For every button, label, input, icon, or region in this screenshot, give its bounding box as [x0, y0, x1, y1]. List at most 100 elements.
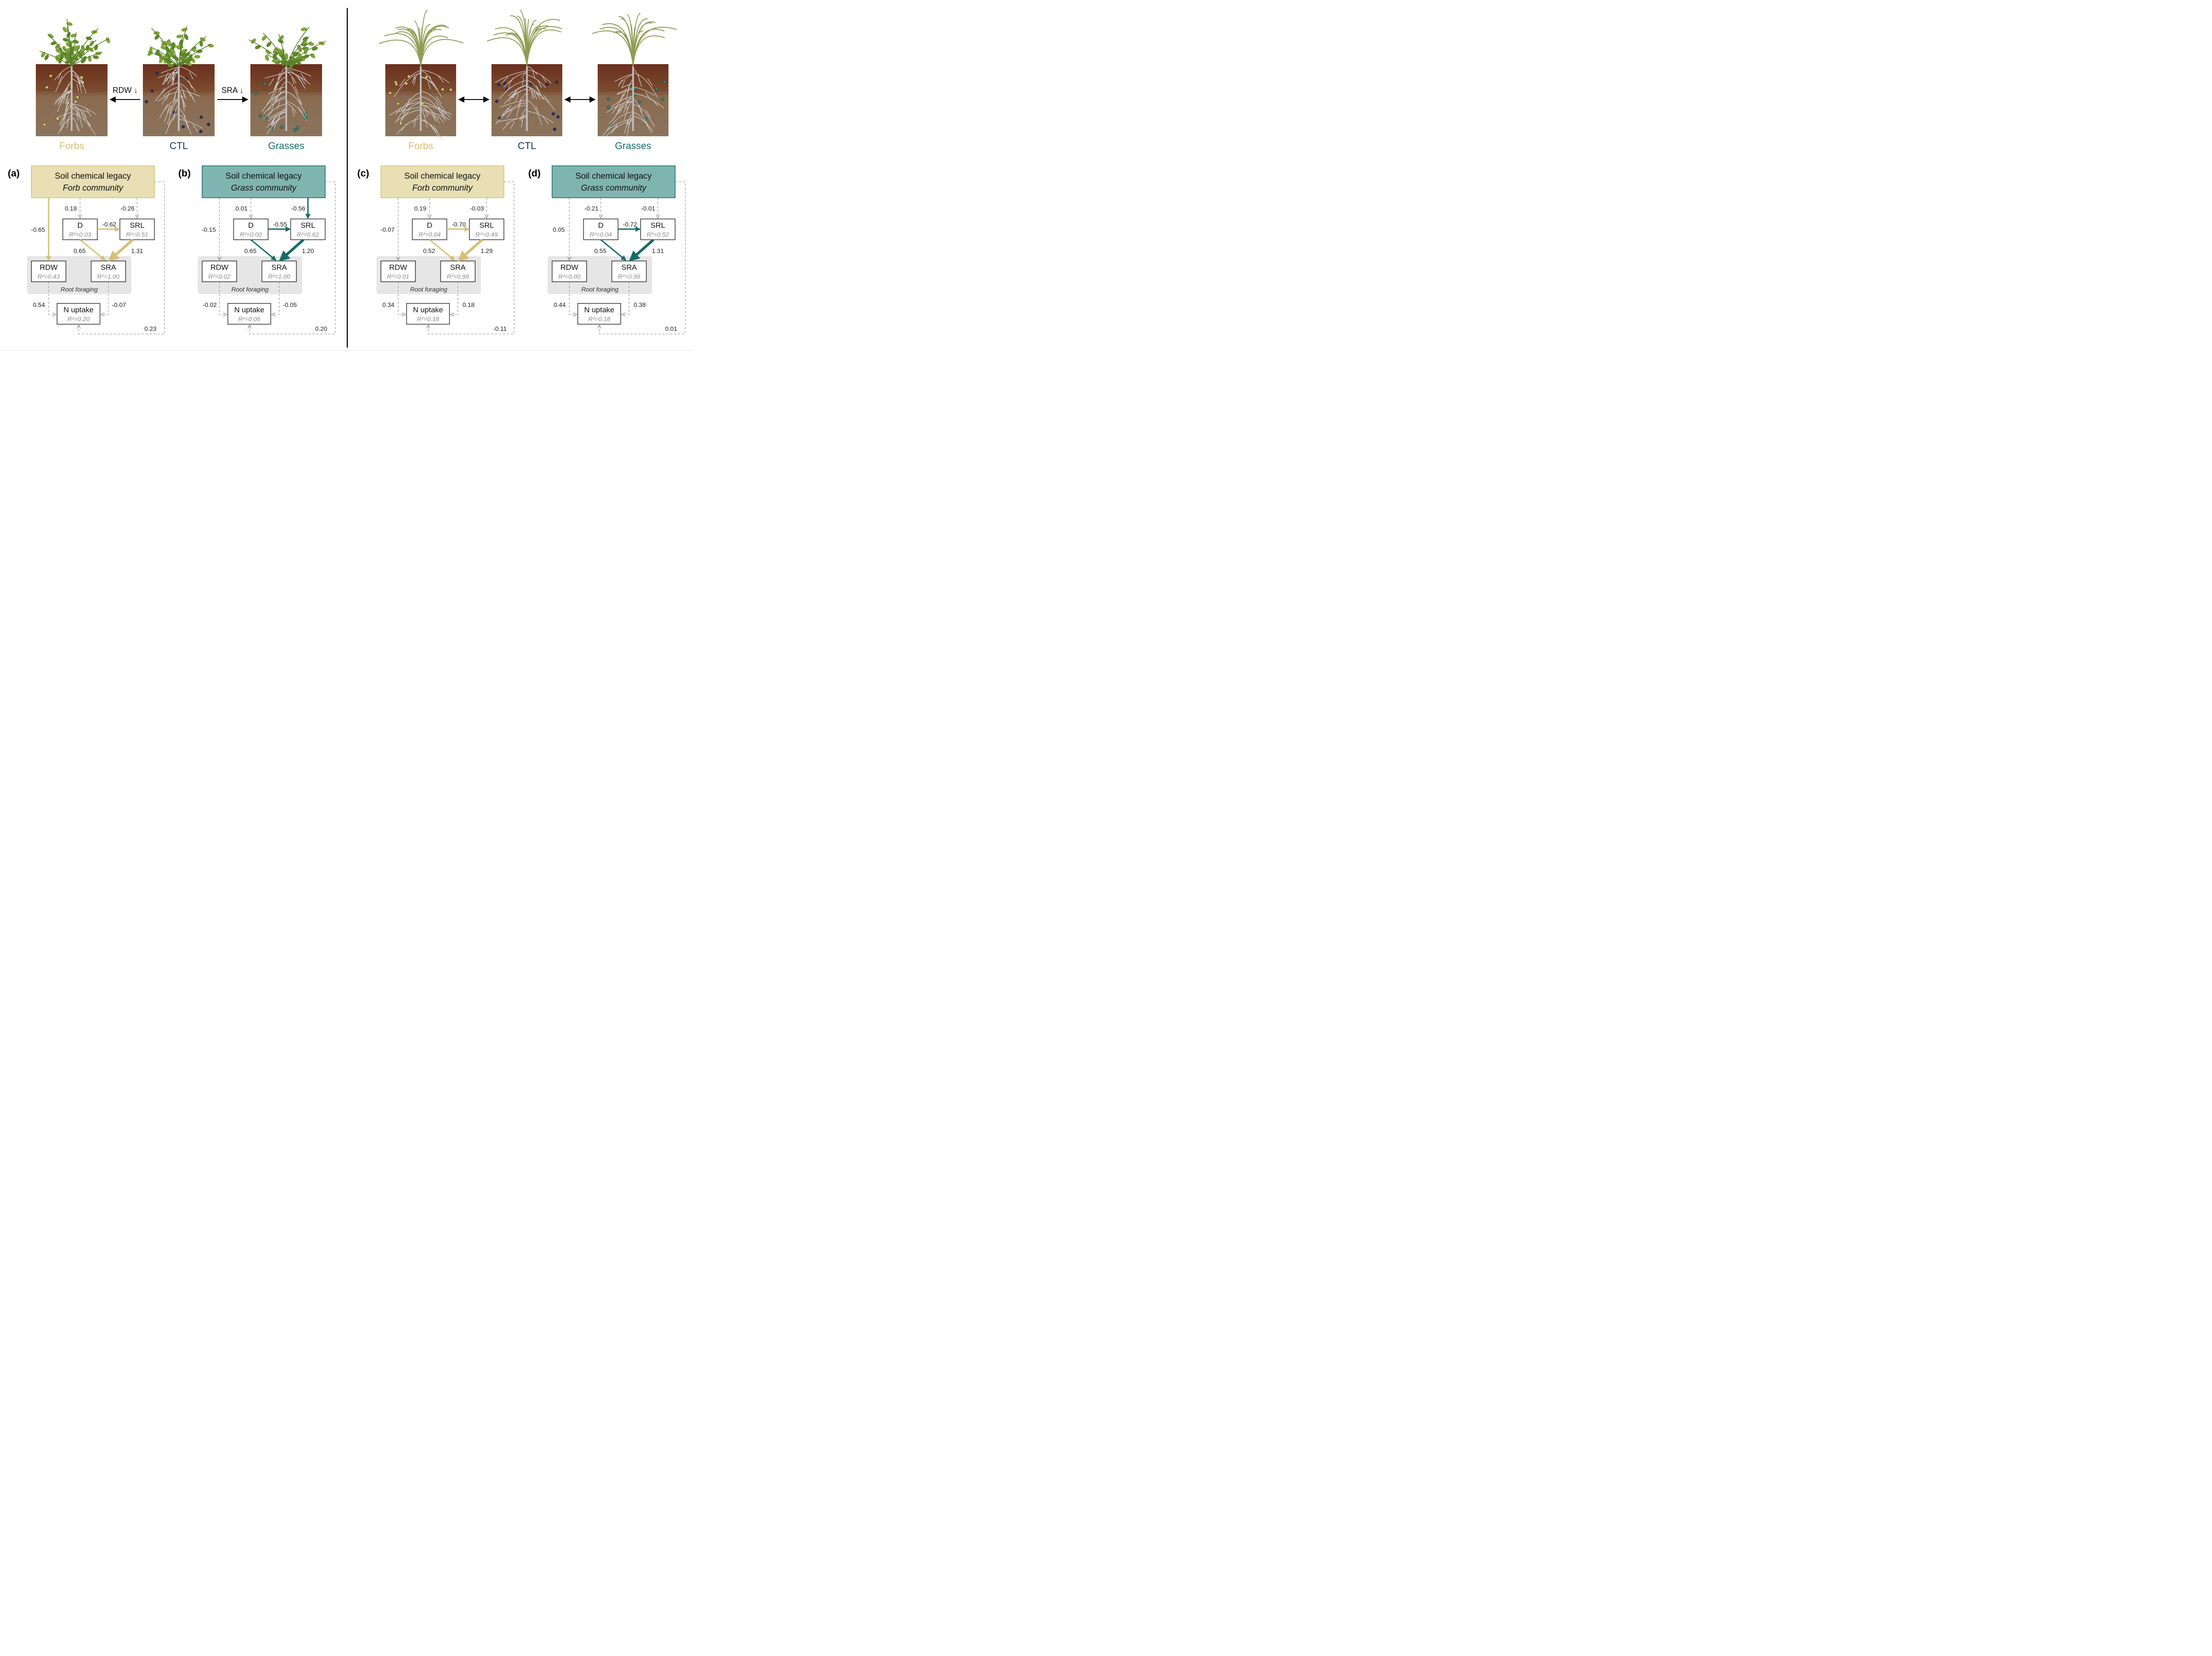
comparison-label: RDW ↓ — [113, 86, 138, 95]
node-srl-r2: R²=0.51 — [126, 231, 148, 238]
coef-d-sra: 0.65 — [244, 247, 256, 254]
root-foraging-label: Root foraging — [410, 286, 447, 293]
edge-d-sra — [600, 239, 626, 261]
node-n-r2: R²=0.18 — [588, 315, 610, 322]
nutrient-granule — [553, 127, 557, 131]
nutrient-granule — [388, 91, 392, 95]
node-srl-name: SRL — [650, 221, 665, 230]
legacy-subtitle: Grass community — [231, 184, 297, 193]
nutrient-granule — [199, 130, 203, 134]
nutrient-granule — [200, 115, 203, 119]
soil-legacy-box — [552, 165, 676, 198]
coef-d-srl: -0.55 — [273, 221, 287, 228]
node-d — [583, 218, 618, 240]
node-sra-name: SRA — [272, 263, 288, 272]
coef-rdw-n: 0.54 — [33, 301, 45, 308]
node-srl-r2: R²=0.52 — [647, 231, 669, 238]
leaf — [154, 34, 160, 40]
node-n-name: N uptake — [413, 306, 443, 314]
node-rdw — [380, 261, 416, 282]
nutrient-granule — [425, 75, 428, 79]
leaf — [62, 46, 67, 52]
pot-right-1 — [378, 10, 464, 140]
legacy-title: Soil chemical legacy — [55, 172, 131, 181]
nutrient-granule — [253, 92, 257, 95]
nutrient-granule — [207, 123, 210, 126]
edge-srl-sra — [629, 238, 654, 262]
leaf — [266, 42, 272, 47]
edge-sra-n — [101, 282, 109, 314]
node-srl-name: SRL — [300, 221, 315, 230]
coef-legacy-rdw: -0.07 — [380, 226, 395, 233]
leaf — [273, 47, 278, 53]
leaf — [302, 39, 307, 45]
edge-legacy-n — [428, 181, 515, 334]
coef-rdw-n: 0.34 — [382, 301, 394, 308]
legacy-subtitle: Forb community — [63, 184, 124, 193]
legacy-title: Soil chemical legacy — [404, 172, 481, 181]
edge-rdw-n — [398, 282, 406, 314]
nutrient-granule — [609, 123, 613, 126]
nutrient-granule — [293, 128, 297, 132]
pot-label: Grasses — [268, 140, 304, 151]
nutrient-granule — [655, 87, 659, 91]
nutrient-granule — [150, 89, 154, 93]
node-sra-r2: R²=1.00 — [268, 273, 290, 280]
node-sra — [261, 261, 297, 282]
node-sra-r2: R²=1.00 — [97, 273, 119, 280]
node-srl-r2: R²=0.49 — [476, 231, 498, 238]
node-n-r2: R²=0.20 — [67, 315, 89, 322]
path-diagram-d: (d) Root foraging Soil chemical legacy Gras… — [528, 165, 686, 334]
leaf — [106, 37, 110, 43]
coef-srl-sra: 1.20 — [302, 247, 314, 254]
nutrient-granule — [395, 82, 398, 86]
node-srl-name: SRL — [130, 221, 144, 230]
leaf — [284, 53, 288, 60]
edge-legacy-n — [250, 181, 336, 334]
leaf — [73, 45, 77, 52]
leaf — [55, 43, 60, 49]
node-d — [412, 218, 447, 240]
soil-horizon — [597, 90, 669, 92]
node-d-name: D — [248, 221, 253, 230]
node-rdw-name: RDW — [211, 263, 229, 272]
nutrient-granule — [404, 82, 408, 85]
leaf — [62, 38, 69, 42]
leaf — [196, 49, 203, 53]
node-sra-name: SRA — [622, 263, 637, 272]
leaf — [176, 45, 182, 50]
coef-legacy-srl: -0.26 — [120, 205, 134, 212]
nutrient-granule — [76, 95, 79, 99]
pot-right-3 — [591, 13, 677, 137]
forb-stems — [39, 19, 110, 67]
leaf — [199, 40, 203, 47]
node-srl — [290, 218, 326, 240]
coef-legacy-n: -0.11 — [493, 325, 507, 332]
nutrient-granule — [441, 88, 445, 91]
coef-d-srl: -0.72 — [623, 221, 637, 228]
edge-srl-sra — [457, 238, 483, 262]
path-diagram-b: (b) Root foraging Soil chemical legacy Gras… — [178, 165, 336, 334]
leaf — [261, 35, 267, 41]
path-diagram-a: (a) Root foraging Soil chemical legacy Forb… — [8, 165, 165, 334]
coef-sra-n: 0.38 — [634, 301, 645, 308]
node-d-name: D — [77, 221, 83, 230]
leaf — [251, 38, 256, 44]
leaf — [298, 46, 302, 52]
coef-srl-sra: 1.31 — [131, 247, 143, 254]
coef-rdw-n: -0.02 — [203, 301, 217, 308]
nutrient-granule — [556, 115, 560, 119]
coef-legacy-n: 0.23 — [144, 325, 156, 332]
node-sra — [440, 261, 476, 282]
leaf — [48, 34, 54, 38]
soil-legacy-box — [202, 165, 326, 198]
coef-legacy-srl: -0.56 — [291, 205, 305, 212]
nutrient-granule — [407, 75, 411, 78]
node-rdw — [552, 261, 587, 282]
path-diagram-c: (c) Root foraging Soil chemical legacy Forb… — [357, 165, 515, 334]
node-rdw-name: RDW — [561, 263, 579, 272]
coef-legacy-d: 0.19 — [414, 205, 426, 212]
node-n — [57, 303, 100, 325]
nutrient-granule — [449, 88, 453, 92]
nutrient-granule — [555, 80, 559, 84]
